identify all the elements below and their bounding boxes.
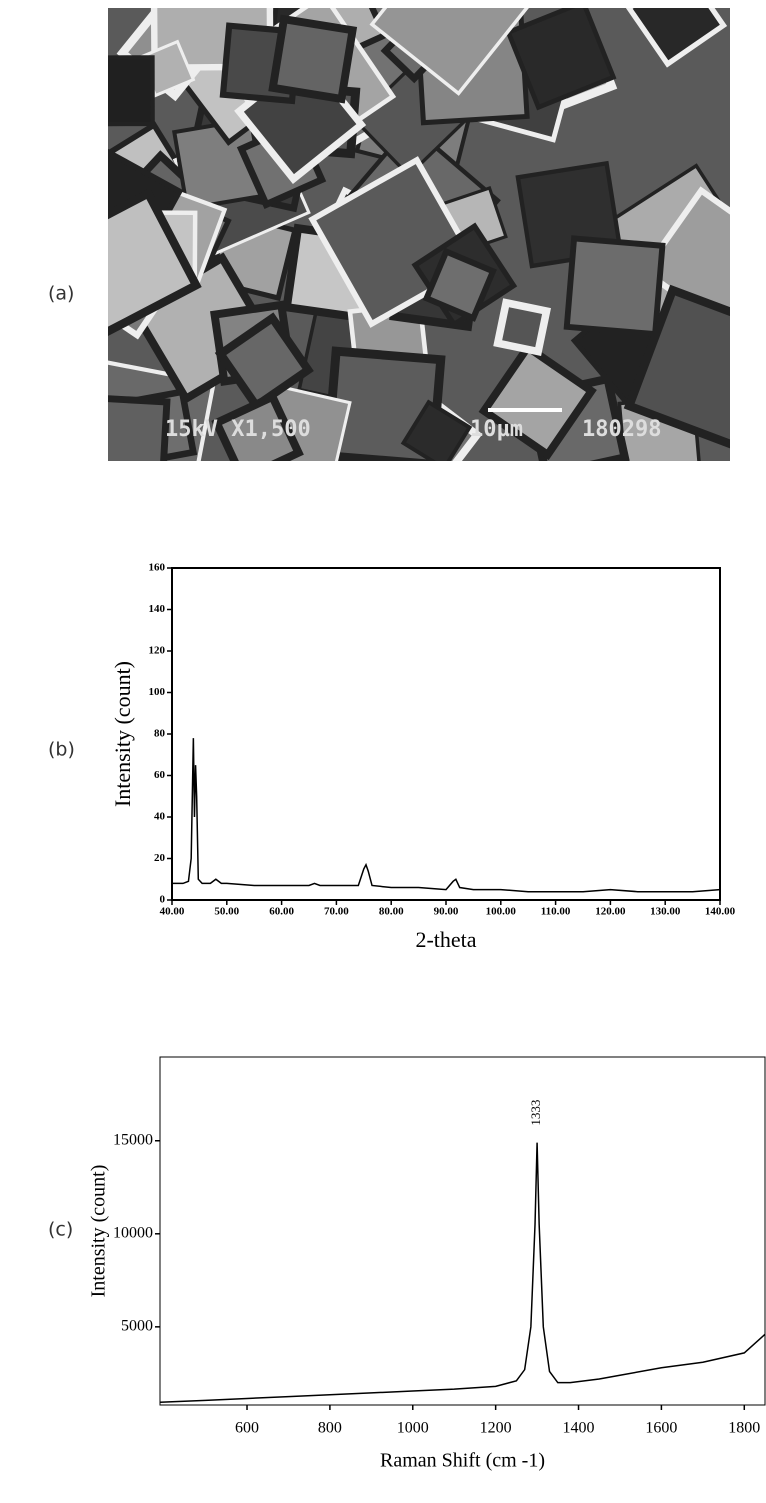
- sem-label: 180298: [582, 417, 661, 442]
- y-tick-label: 100: [149, 686, 166, 698]
- crystal: [505, 8, 617, 111]
- panel-label: (a): [48, 283, 74, 305]
- crystal: [478, 341, 597, 461]
- x-tick-label: 1600: [645, 1420, 677, 1437]
- y-tick-label: 60: [154, 769, 166, 781]
- y-tick-label: 10000: [113, 1224, 153, 1241]
- y-tick-label: 140: [149, 603, 166, 615]
- x-tick-label: 1200: [480, 1420, 512, 1437]
- crystal: [400, 399, 473, 461]
- y-tick-label: 0: [160, 894, 166, 906]
- x-tick-label: 80.00: [379, 906, 404, 918]
- crystal: [214, 312, 314, 412]
- crystal: [108, 393, 171, 461]
- y-tick-label: 5000: [121, 1318, 153, 1335]
- x-tick-label: 50.00: [214, 906, 239, 918]
- crystal: [625, 8, 728, 68]
- sem-label: 10µm: [470, 417, 523, 442]
- plot-frame: [159, 1056, 766, 1406]
- plot-frame: [171, 567, 721, 901]
- crystal: [563, 235, 666, 338]
- crystal: [422, 247, 497, 322]
- data-line: [172, 738, 721, 893]
- x-axis-label: Raman Shift (cm -1): [380, 1450, 545, 1472]
- y-tick-label: 40: [154, 811, 166, 823]
- x-tick-label: 1800: [728, 1420, 760, 1437]
- y-tick-label: 80: [154, 728, 166, 740]
- crystal: [268, 14, 358, 104]
- crystal: [493, 298, 552, 357]
- x-tick-label: 100.00: [486, 906, 517, 918]
- panel-label: (c): [48, 1219, 73, 1241]
- crystal: [211, 391, 304, 461]
- x-tick-label: 1000: [397, 1420, 429, 1437]
- y-axis-label: Intensity (count): [110, 661, 135, 807]
- x-tick-label: 70.00: [324, 906, 349, 918]
- crystal: [623, 284, 730, 455]
- y-tick-label: 15000: [113, 1131, 153, 1148]
- x-tick-label: 130.00: [650, 906, 681, 918]
- x-tick-label: 120.00: [595, 906, 626, 918]
- x-tick-label: 140.00: [705, 906, 736, 918]
- panel-label: (b): [48, 739, 75, 761]
- y-tick-label: 20: [154, 852, 166, 864]
- y-tick-label: 120: [149, 645, 166, 657]
- y-axis-label: Intensity (count): [88, 1165, 110, 1298]
- x-tick-label: 800: [318, 1420, 342, 1437]
- x-tick-label: 40.00: [160, 906, 185, 918]
- x-tick-label: 60.00: [269, 906, 294, 918]
- y-tick-label: 160: [149, 562, 166, 574]
- x-tick-label: 1400: [563, 1420, 595, 1437]
- x-axis-label: 2-theta: [415, 927, 476, 952]
- crystal: [108, 55, 155, 127]
- crystal: [369, 8, 531, 96]
- data-line: [159, 1142, 766, 1403]
- sem-label: 15kV X1,500: [165, 417, 311, 442]
- sem-image: 15kV X1,500 10µm 180298: [108, 8, 730, 461]
- peak-annotation: 1333: [528, 1100, 543, 1126]
- x-tick-label: 110.00: [541, 906, 571, 918]
- x-tick-label: 90.00: [434, 906, 459, 918]
- x-tick-label: 600: [235, 1420, 259, 1437]
- crystal: [108, 187, 202, 339]
